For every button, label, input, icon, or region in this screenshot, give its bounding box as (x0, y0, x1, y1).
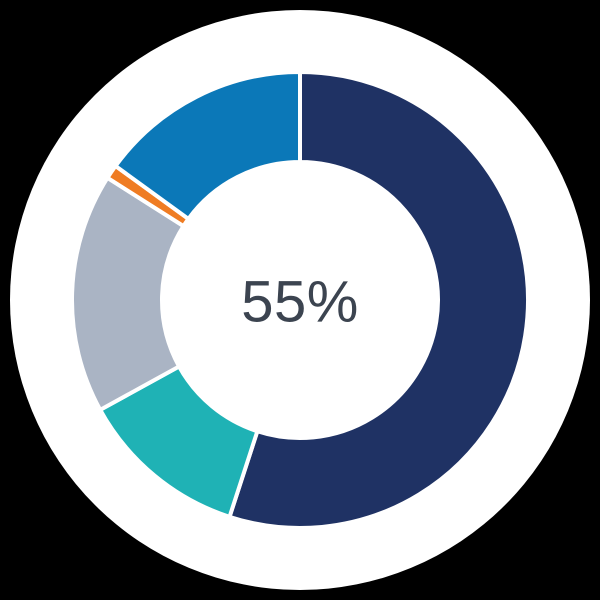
donut-center-value-label: 55% (241, 270, 359, 335)
donut-center-hole (162, 162, 438, 438)
